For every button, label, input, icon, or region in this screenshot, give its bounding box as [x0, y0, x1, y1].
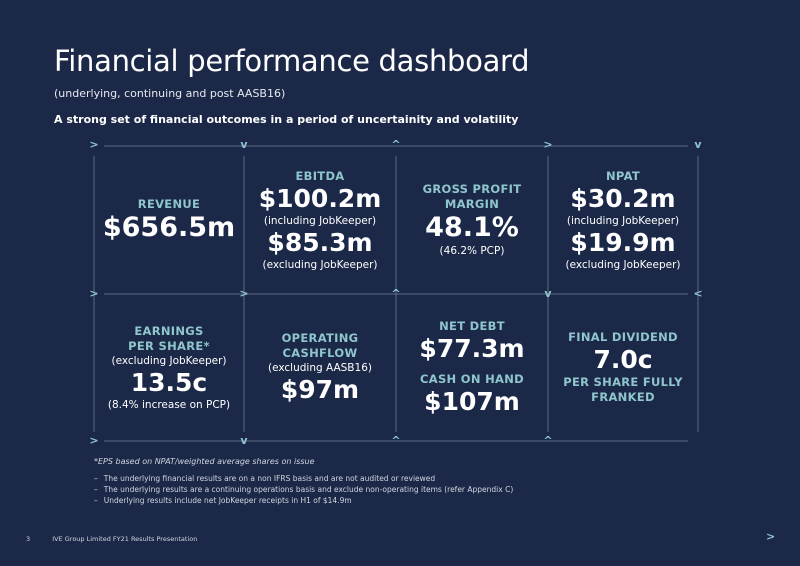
eps-note-increase: (8.4% increase on PCP)	[107, 398, 231, 411]
ocf-note: (excluding AASB16)	[268, 361, 372, 374]
list-item: The underlying results are a continuing …	[94, 484, 514, 495]
chevron-down-icon: v	[240, 434, 248, 447]
dividend-label: FINAL DIVIDEND	[568, 330, 678, 344]
eps-label-line1: EARNINGS	[134, 323, 204, 338]
ebitda-value-excl: $85.3m	[267, 227, 373, 257]
npat-note-excl: (excluding JobKeeper)	[565, 258, 681, 271]
next-slide-icon[interactable]: >	[766, 530, 776, 543]
ocf-label-line1: OPERATING	[281, 330, 359, 345]
gpm-label-line1: GROSS PROFIT	[422, 182, 522, 196]
eps-label-line2: PER SHARE*	[128, 338, 210, 353]
page-number: 3	[26, 535, 31, 543]
final-dividend-card: FINAL DIVIDEND 7.0c PER SHARE FULLY FRAN…	[549, 295, 697, 440]
cash-on-hand-value: $107m	[424, 386, 520, 416]
npat-note-incl: (including JobKeeper)	[566, 214, 680, 227]
chevron-right-icon: >	[543, 138, 553, 151]
dividend-note-line1: PER SHARE FULLY	[563, 375, 683, 389]
net-debt-value: $77.3m	[419, 333, 525, 363]
chevron-down-icon: v	[544, 287, 552, 300]
gross-profit-margin-card: GROSS PROFIT MARGIN 48.1% (46.2% PCP)	[397, 147, 547, 293]
chevron-right-icon: >	[89, 434, 99, 447]
revenue-label: REVENUE	[137, 196, 201, 211]
net-debt-cash-card: NET DEBT $77.3m CASH ON HAND $107m	[397, 295, 547, 440]
chevron-down-icon: v	[694, 138, 702, 151]
ebitda-note-incl: (including JobKeeper)	[263, 214, 377, 227]
disclaimer-list: The underlying financial results are on …	[94, 473, 514, 506]
dividend-value: 7.0c	[593, 345, 653, 374]
chevron-up-icon: ^	[391, 434, 401, 447]
ocf-label-line2: CASHFLOW	[282, 345, 358, 360]
page-tagline: A strong set of financial outcomes in a …	[54, 113, 519, 126]
page-title: Financial performance dashboard	[54, 44, 530, 78]
page-subtitle: (underlying, continuing and post AASB16)	[54, 87, 286, 100]
gpm-note: (46.2% PCP)	[439, 245, 505, 257]
eps-note-excl: (excluding JobKeeper)	[111, 354, 227, 367]
gpm-value: 48.1%	[425, 212, 519, 243]
footer-text: IVE Group Limited FY21 Results Presentat…	[52, 535, 198, 543]
revenue-card: REVENUE $656.5m	[95, 147, 243, 293]
chevron-right-icon: >	[89, 287, 99, 300]
chevron-up-icon: ^	[391, 287, 401, 300]
ebitda-note-excl: (excluding JobKeeper)	[262, 258, 378, 271]
chevron-right-icon: >	[239, 287, 249, 300]
chevron-down-icon: v	[240, 138, 248, 151]
list-item: The underlying financial results are on …	[94, 473, 513, 484]
gpm-label-line2: MARGIN	[444, 197, 500, 211]
page-footer: 3 IVE Group Limited FY21 Results Present…	[26, 535, 197, 543]
ocf-value: $97m	[280, 374, 360, 404]
net-debt-label: NET DEBT	[439, 318, 505, 333]
chevron-right-icon: >	[89, 138, 99, 151]
npat-card: NPAT $30.2m (including JobKeeper) $19.9m…	[549, 147, 697, 293]
ebitda-value-incl: $100.2m	[258, 183, 382, 213]
ebitda-card: EBITDA $100.2m (including JobKeeper) $85…	[245, 147, 395, 293]
chevron-up-icon: ^	[391, 138, 401, 151]
eps-card: EARNINGS PER SHARE* (excluding JobKeeper…	[95, 295, 243, 440]
npat-value-incl: $30.2m	[570, 183, 676, 213]
eps-value: 13.5c	[130, 367, 208, 397]
ebitda-label: EBITDA	[295, 168, 345, 183]
cash-on-hand-label: CASH ON HAND	[420, 371, 524, 386]
revenue-value: $656.5m	[102, 211, 236, 243]
chevron-up-icon: ^	[543, 434, 553, 447]
list-item: Underlying results include net JobKeeper…	[94, 495, 513, 506]
operating-cashflow-card: OPERATING CASHFLOW (excluding AASB16) $9…	[245, 295, 395, 440]
dividend-note-line2: FRANKED	[591, 390, 655, 404]
chevron-left-icon: <	[693, 287, 703, 300]
npat-label: NPAT	[605, 168, 641, 183]
eps-footnote: *EPS based on NPAT/weighted average shar…	[94, 457, 315, 466]
npat-value-excl: $19.9m	[570, 227, 676, 257]
